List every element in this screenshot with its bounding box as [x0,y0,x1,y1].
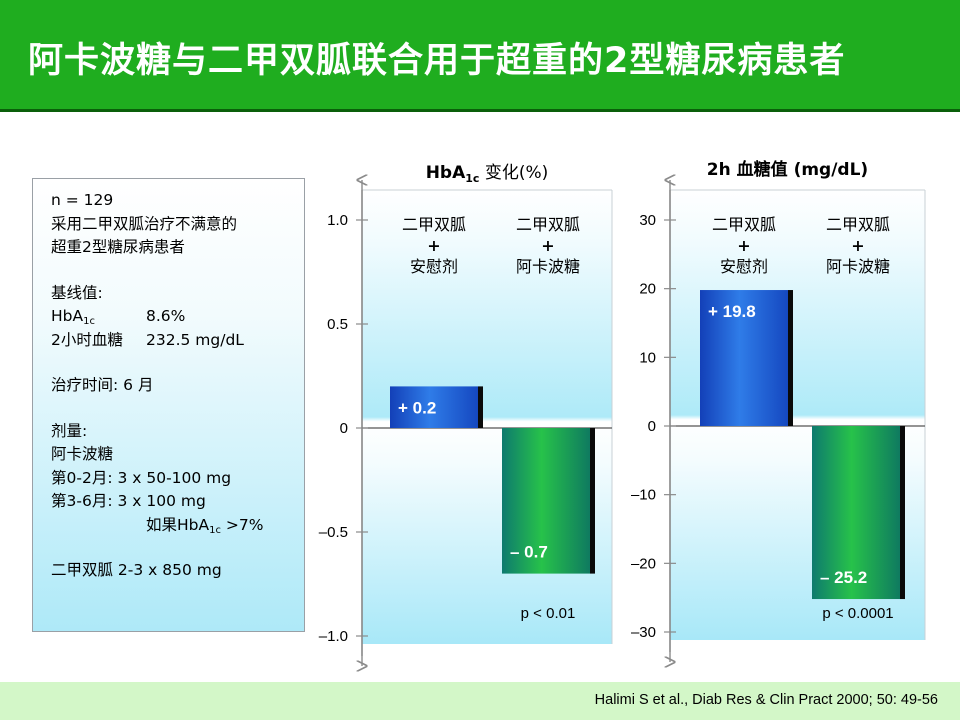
study-info-box: n = 129 采用二甲双胍治疗不满意的 超重2型糖尿病患者 基线值: HbA1… [32,178,305,632]
chart-title: HbA1c 变化(%) [426,163,549,185]
hba1c-label-sub: 1c [83,316,95,327]
y-tick-label: 0 [340,420,348,437]
dose-condition-post: >7% [220,515,264,534]
bar-value-label: – 25.2 [820,568,867,587]
acarbose-label: 阿卡波糖 [51,445,114,463]
bar-acarbose [812,426,900,600]
p-value: p < 0.01 [521,605,576,622]
baseline-ppg: 2小时血糖 232.5 mg/dL [51,329,304,353]
y-tick-label: 1.0 [327,212,348,229]
ppg-label: 2小时血糖 [51,330,123,349]
page-title: 阿卡波糖与二甲双胍联合用于超重的2型糖尿病患者 [28,41,846,81]
dose-month-3-6: 第3-6月: 3 x 100 mg [51,492,206,510]
population-desc-1: 采用二甲双胍治疗不满意的 [51,214,238,233]
dose-month-0-2: 第0-2月: 3 x 50-100 mg [51,468,232,487]
dose-condition-sub: 1c [209,524,221,536]
bar-shadow [900,426,905,600]
bar-value-label: – 0.7 [510,543,548,562]
category-label: 阿卡波糖 [516,257,580,276]
bar-shadow [788,290,793,426]
category-label: 二甲双胍 [826,215,890,234]
bar-acarbose [502,428,590,574]
dose-condition-pre: 如果HbA [146,515,210,534]
y-tick-label: 0 [648,418,656,435]
category-label: + [737,236,750,255]
bar-value-label: + 0.2 [398,398,436,417]
population-desc-2: 超重2型糖尿病患者 [51,238,185,256]
y-tick-label: 0.5 [327,316,348,333]
y-tick-label: –20 [631,555,656,572]
p-value: p < 0.0001 [822,605,893,622]
category-label: + [541,236,554,255]
bar-placebo [700,290,788,426]
category-label: 阿卡波糖 [826,257,890,276]
bar-value-label: + 19.8 [708,302,756,321]
category-label: + [851,236,864,255]
category-label: 二甲双胍 [402,215,466,234]
y-tick-label: –1.0 [319,628,348,645]
chart-title: 2h 血糖值 (mg/dL) [707,159,868,180]
chart-panel-2: 30 20 10 0 –10 –20 –30 2h 血糖值 (mg/dL) 二甲双胍 + 安慰剂 二甲… [631,159,926,662]
y-tick-label: –10 [631,487,656,504]
ppg-value: 232.5 mg/dL [146,330,244,349]
y-tick-label: 30 [639,212,656,229]
baseline-hba1c: HbA1c 8.6% [51,305,304,329]
baseline-label: 基线值: [51,283,103,302]
citation: Halimi S et al., Diab Res & Clin Pract 2… [594,692,938,708]
bar-placebo [390,386,478,428]
footer: Halimi S et al., Diab Res & Clin Pract 2… [0,682,960,720]
y-tick-label: 20 [639,281,656,298]
bar-shadow [478,386,483,428]
category-label: 二甲双胍 [516,215,580,234]
bar-shadow [590,428,595,574]
y-tick-label: –30 [631,624,656,641]
title-bar: 阿卡波糖与二甲双胍联合用于超重的2型糖尿病患者 [0,0,960,112]
hba1c-value: 8.6% [146,307,186,325]
chart-panel-1: 1.0 0.5 0 –0.5 –1.0 HbA1c 变化(%) 二甲双胍 + 安慰剂 二甲双胍 + 阿… [319,163,613,666]
y-tick-label: –0.5 [319,524,348,541]
y-tick-label: 10 [639,349,656,366]
dose-condition: 如果HbA1c >7% [51,514,304,538]
metformin-dose: 二甲双胍 2-3 x 850 mg [51,561,222,579]
treatment-duration: 治疗时间: 6 月 [51,376,154,394]
sample-size: n = 129 [51,191,114,209]
dose-label: 剂量: [51,421,88,440]
category-label: + [427,236,440,255]
category-label: 安慰剂 [410,257,458,276]
category-label: 二甲双胍 [712,215,776,234]
category-label: 安慰剂 [720,257,768,276]
hba1c-label: HbA [51,307,84,325]
